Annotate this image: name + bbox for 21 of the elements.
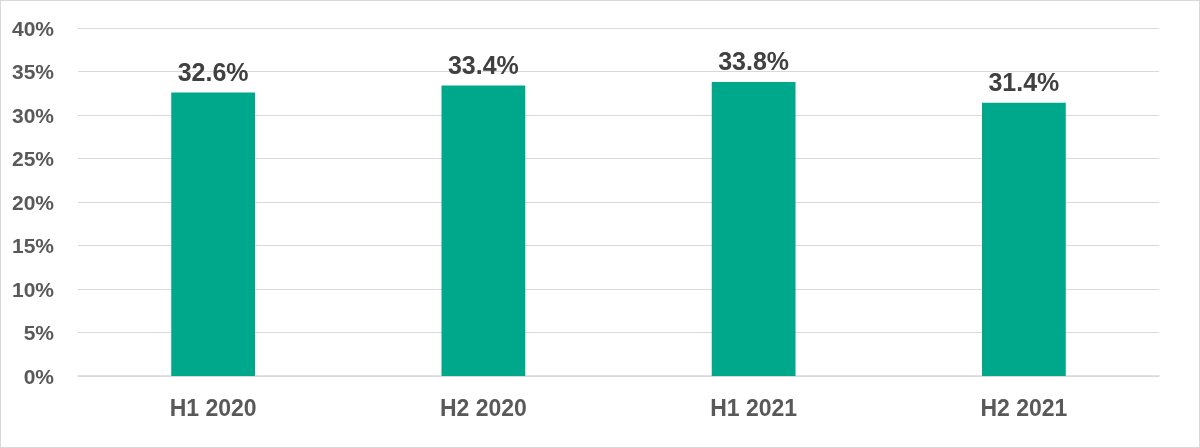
y-tick-label: 35% [11,60,55,83]
bar [171,92,256,376]
data-label: 31.4% [988,68,1060,97]
bar [711,81,796,376]
data-label: 33.8% [718,47,790,76]
bar [441,85,526,376]
y-tick-label: 30% [11,103,55,127]
x-tick-label: H2 2020 [439,394,527,421]
data-label: 33.4% [447,50,519,79]
x-tick-label: H2 2021 [980,394,1068,421]
data-label: 32.6% [177,57,249,86]
bar [981,102,1066,376]
y-tick-label: 15% [11,234,55,257]
y-tick-label: 0% [23,364,55,388]
x-tick-label: H1 2020 [169,394,257,421]
x-tick-label: H1 2021 [710,394,798,421]
y-tick-label: 20% [11,190,55,214]
y-tick-label: 5% [23,321,55,344]
y-tick-label: 10% [11,277,55,301]
y-tick-label: 25% [11,147,55,170]
y-tick-label: 40% [11,16,55,40]
